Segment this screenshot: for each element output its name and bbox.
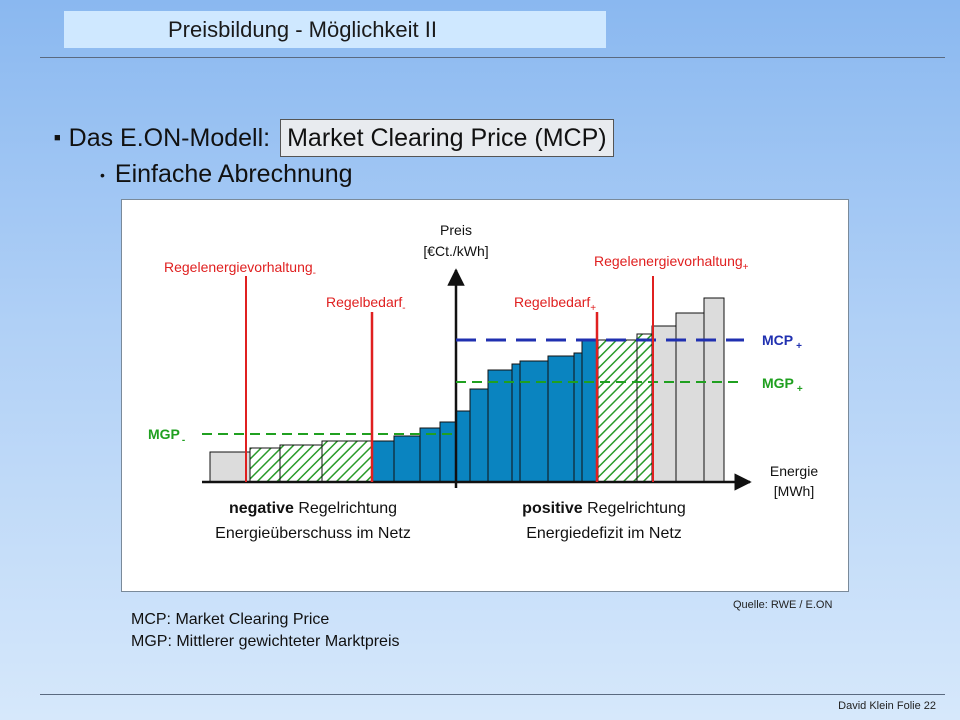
price-axis-label: Preis xyxy=(440,222,472,238)
positive-direction-desc: Energiedefizit im Netz xyxy=(526,525,682,542)
demand-pos-label: Regelbedarf+ xyxy=(514,294,596,314)
mcp-highlight-box: Market Clearing Price (MCP) xyxy=(280,119,614,157)
called-bar-11 xyxy=(573,352,583,483)
bullet-eon-model: ■ Das E.ON-Modell: Market Clearing Price… xyxy=(54,118,614,158)
bottom-divider xyxy=(40,694,945,695)
price-axis-unit: [€Ct./kWh] xyxy=(423,243,488,259)
positive-direction-label: positive Regelrichtung xyxy=(522,500,686,517)
called-bar-7 xyxy=(487,369,513,483)
called-bar-9 xyxy=(519,360,549,483)
hatched-bar-neg-2 xyxy=(279,444,323,483)
hatched-bar-pos-1 xyxy=(596,339,638,483)
reserve-bar-pos-3 xyxy=(703,297,725,483)
reserve-bar-neg-1 xyxy=(209,451,251,483)
energy-axis-unit: [MWh] xyxy=(774,483,814,499)
slide-footer: David Klein Folie 22 xyxy=(838,700,936,712)
negative-direction-desc: Energieüberschuss im Netz xyxy=(215,525,411,542)
hatched-segments xyxy=(249,333,653,483)
hatched-bar-neg-3 xyxy=(321,440,373,483)
energy-axis-label: Energie xyxy=(770,463,818,479)
square-bullet-icon: ■ xyxy=(54,132,61,144)
reserve-bar-pos-1 xyxy=(651,325,677,483)
bullet-billing-text: Einfache Abrechnung xyxy=(114,160,353,188)
reserve-neg-label: Regelenergievorhaltung- xyxy=(164,259,316,279)
diagram-canvas: Preis [€Ct./kWh] Regelenergievorhaltung-… xyxy=(148,222,818,542)
definition-mcp: MCP: Market Clearing Price xyxy=(131,611,330,628)
reserve-bars xyxy=(209,297,725,483)
reserve-pos-label: Regelenergievorhaltung+ xyxy=(594,253,749,273)
bullet-model-prefix: Das E.ON-Modell: xyxy=(68,123,271,152)
demand-neg-label: Regelbedarf- xyxy=(326,294,406,314)
definition-mgp: MGP: Mittlerer gewichteter Marktpreis xyxy=(131,633,400,650)
called-bar-1 xyxy=(371,440,395,483)
called-bar-10 xyxy=(547,355,575,483)
called-bar-6 xyxy=(469,388,489,483)
merit-order-diagram: Preis [€Ct./kWh] Regelenergievorhaltung-… xyxy=(121,199,849,592)
called-bar-4 xyxy=(439,421,457,483)
mgp-plus-label: MGP + xyxy=(762,375,803,395)
dot-bullet-icon: • xyxy=(100,166,105,183)
mgp-minus-label: MGP - xyxy=(148,426,185,446)
hatched-bar-neg-1 xyxy=(249,447,281,483)
called-bar-12 xyxy=(581,340,598,483)
source-note: Quelle: RWE / E.ON xyxy=(733,599,833,611)
top-divider xyxy=(40,57,945,58)
bullet-simple-billing: • Einfache Abrechnung xyxy=(100,160,353,189)
reserve-bar-pos-2 xyxy=(675,312,705,483)
called-bars xyxy=(371,339,599,483)
negative-direction-label: negative Regelrichtung xyxy=(229,500,397,517)
hatched-bar-pos-2 xyxy=(636,333,653,483)
mcp-plus-label: MCP + xyxy=(762,332,802,352)
called-bar-3 xyxy=(419,427,441,483)
called-bar-2 xyxy=(393,435,421,483)
abbreviation-definitions: MCP: Market Clearing Price MGP: Mittlere… xyxy=(131,609,400,653)
called-bar-5 xyxy=(455,410,471,483)
slide-title: Preisbildung - Möglichkeit II xyxy=(64,11,606,48)
